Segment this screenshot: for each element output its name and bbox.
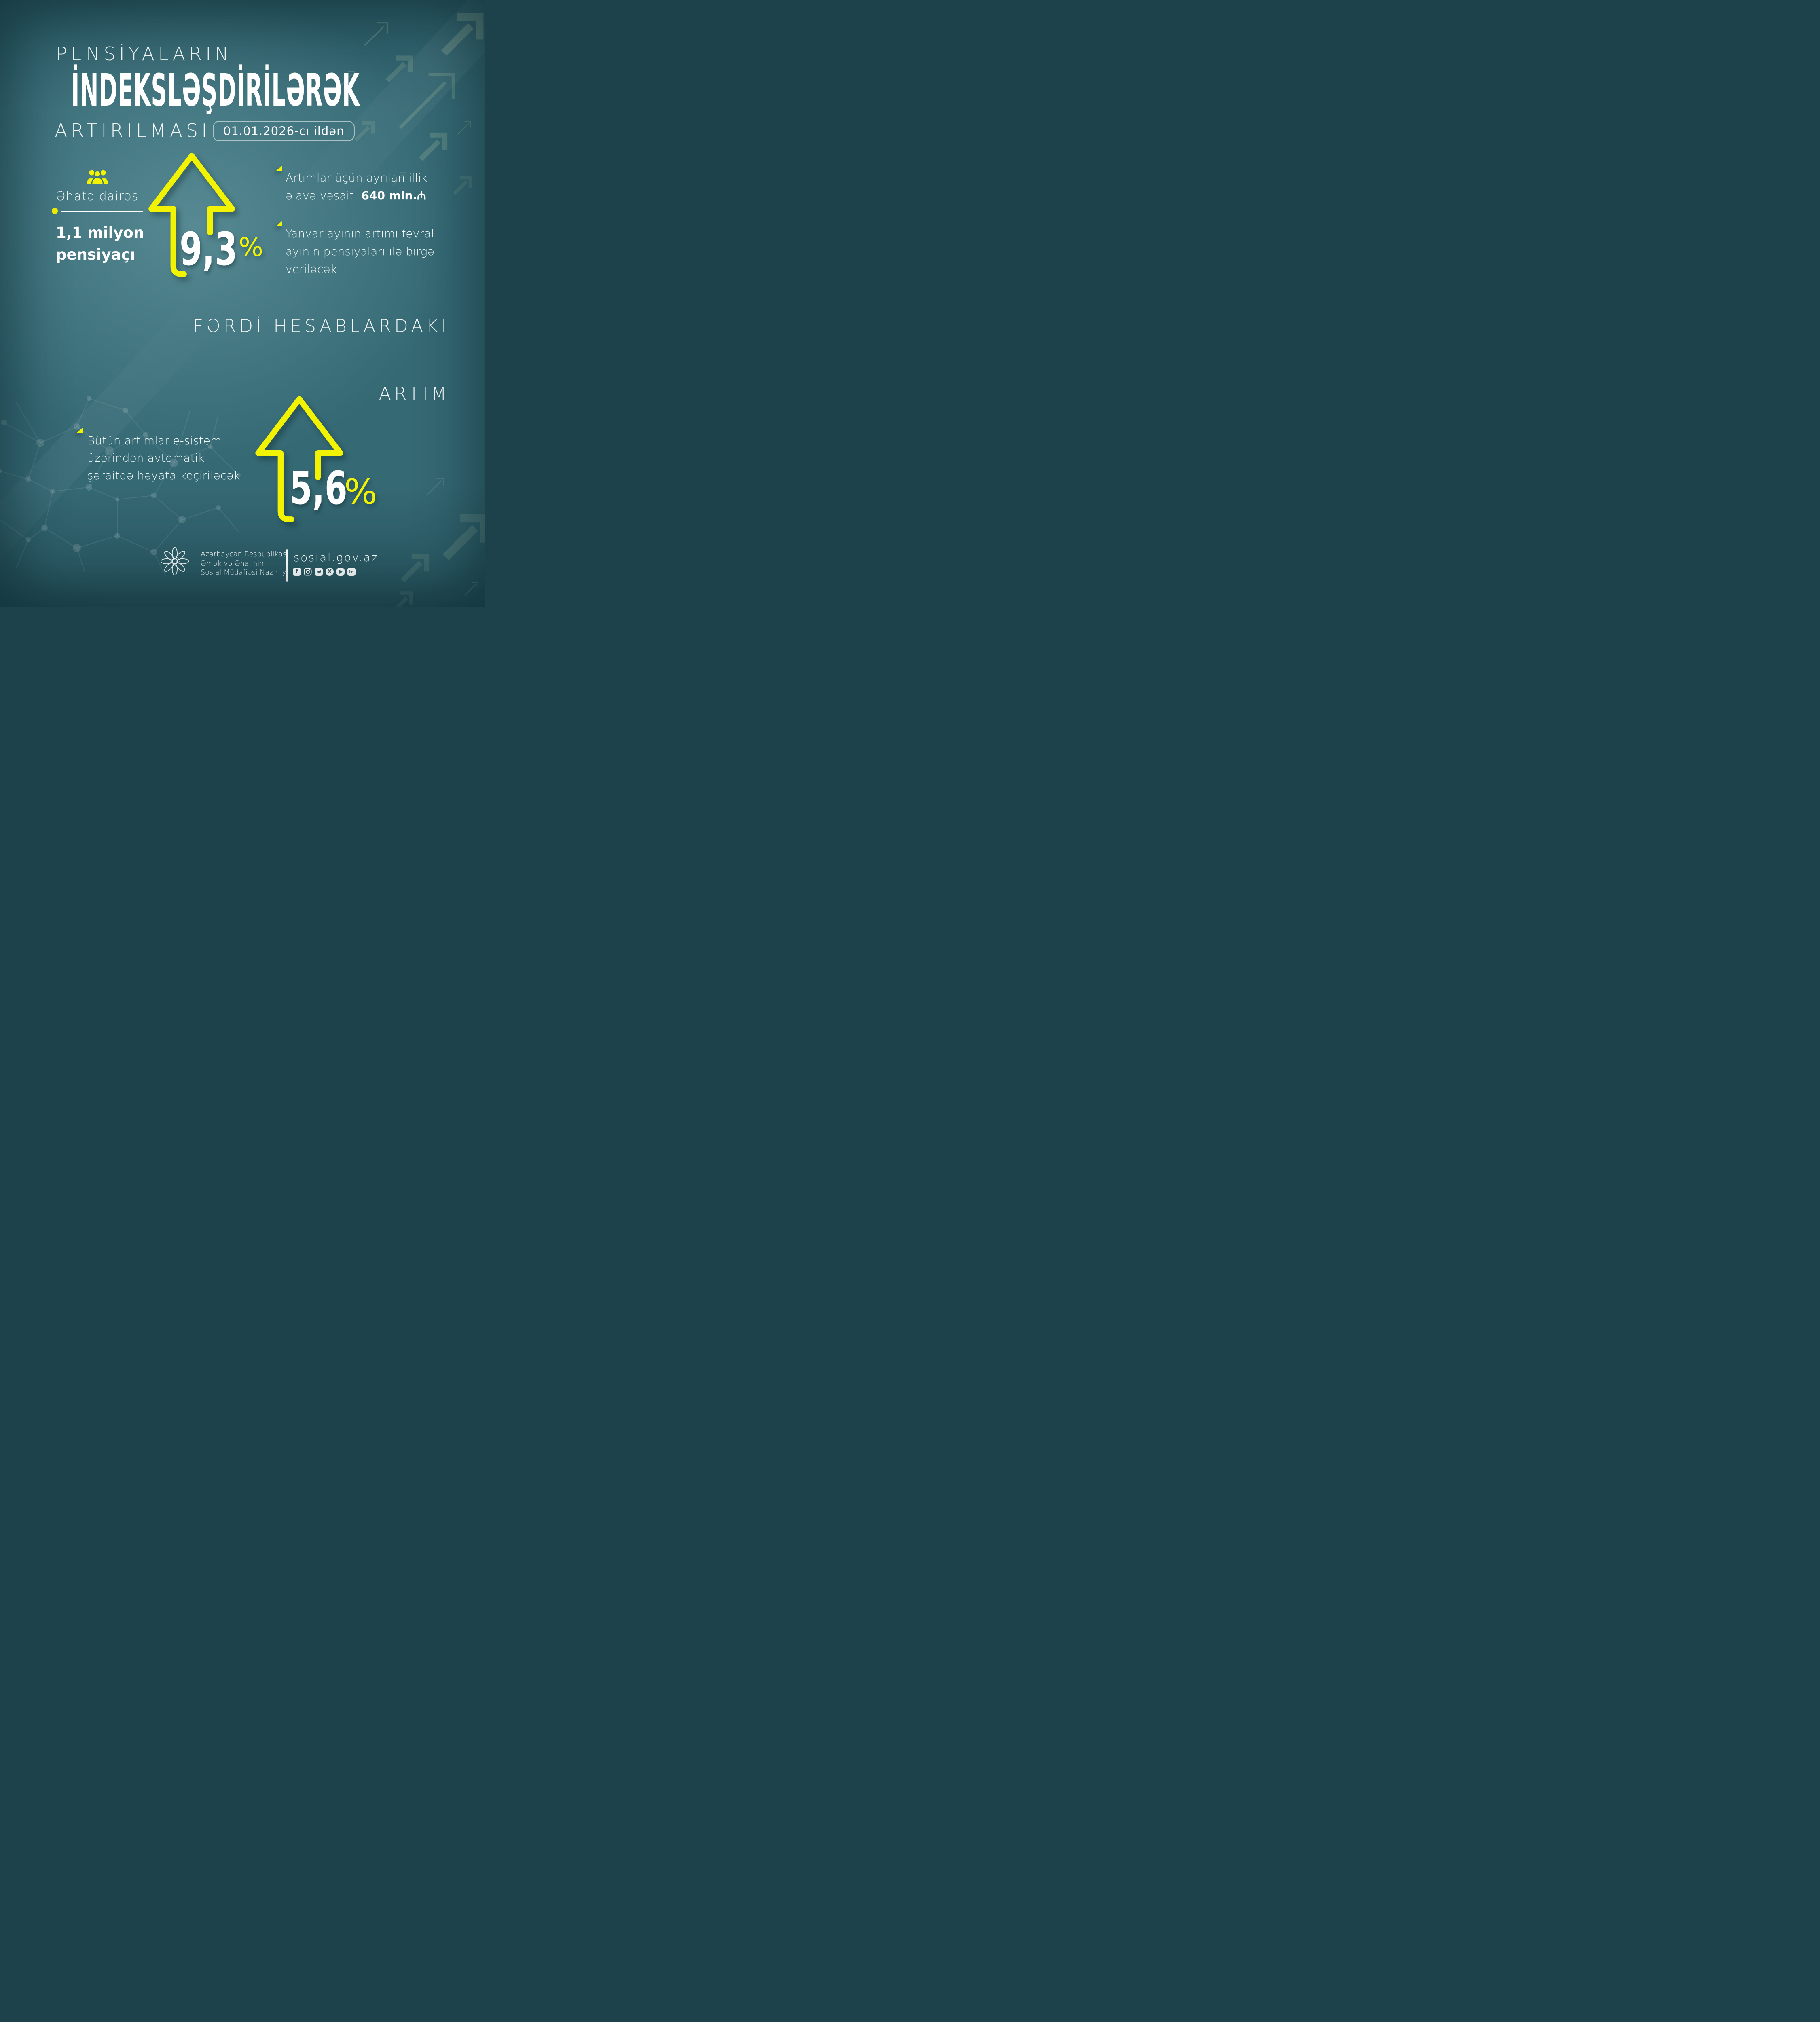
section2-title-line1: FƏRDİ HESABLARDAKI: [193, 316, 450, 336]
decor-arrow-up-right-icon: [463, 579, 481, 597]
funds-amount: 640 mln.₼: [361, 189, 426, 202]
divider-line: [61, 211, 143, 212]
ministry-name-line: Əmək və Əhalinin: [201, 559, 264, 568]
ministry-emblem-icon: [160, 547, 189, 576]
decor-arrow-up-right-icon: [362, 17, 393, 48]
increase2-unit: %: [344, 472, 377, 512]
ministry-name: Azərbaycan Respublikası Əmək və Əhalinin…: [201, 550, 288, 577]
increase1-unit: %: [239, 233, 263, 262]
main-title-line1: PENSİYALARIN: [56, 43, 233, 65]
bullet-dot: [52, 208, 58, 214]
instagram-icon[interactable]: [304, 568, 312, 576]
triangle-marker-icon: [276, 166, 282, 171]
bullet-line: Bütün artımlar e-sistem: [87, 434, 222, 447]
bullet-line: veriləcək: [286, 262, 337, 276]
website-link[interactable]: sosial.gov.az: [294, 551, 379, 564]
increase2-value: 5,6: [290, 462, 347, 515]
bullet-esystem: Bütün artımlar e-sistem üzərindən avtoma…: [87, 432, 240, 484]
increase1-value: 9,3: [180, 223, 237, 276]
decor-arrow-up-right-icon: [438, 7, 485, 59]
decor-arrow-up-right-icon: [456, 118, 474, 136]
coverage-value-line1: 1,1 milyon: [56, 224, 144, 241]
bullet-january-increase: Yanvar ayının artımı fevral ayının pensi…: [286, 225, 434, 278]
bullet-line: Artımlar üçün ayrılan illik: [286, 171, 428, 184]
main-title-line2: İNDEKSLƏŞDİRİLƏRƏK: [71, 64, 360, 116]
bullet-line: üzərindən avtomatik: [87, 451, 205, 465]
ministry-name-line: Sosial Müdafiəsi Nazirliyi: [201, 569, 288, 577]
coverage-value-line2: pensiyaçı: [56, 246, 135, 264]
coverage-label: Əhatə dairəsi: [56, 189, 142, 203]
decor-arrow-up-right-icon: [390, 588, 416, 607]
social-icons-row: f X in: [293, 568, 356, 576]
bullet-line: şəraitdə həyata keçiriləcək: [87, 469, 240, 482]
bullet-annual-funds: Artımlar üçün ayrılan illik əlavə vəsait…: [286, 169, 428, 205]
ministry-name-line: Azərbaycan Respublikası: [201, 550, 289, 558]
linkedin-label: in: [349, 569, 354, 575]
growth-arrow-icon: [148, 153, 235, 277]
coverage-value: 1,1 milyon pensiyaçı: [56, 222, 144, 266]
growth-arrow-icon: [255, 396, 343, 522]
bullet-line: Yanvar ayının artımı fevral: [286, 227, 434, 240]
decor-arrow-up-right-icon: [417, 129, 451, 163]
decor-arrow-up-right-icon: [439, 508, 485, 564]
date-badge: 01.01.2026-cı ildən: [213, 121, 355, 141]
x-icon[interactable]: X: [326, 568, 334, 576]
bullet-line: əlavə vəsait: 640 mln.₼: [286, 189, 426, 202]
people-icon: [87, 170, 108, 184]
telegram-icon[interactable]: [315, 568, 323, 576]
decor-arrow-up-right-icon: [425, 474, 448, 497]
decor-arrow-up-right-icon: [451, 173, 475, 197]
facebook-icon[interactable]: f: [293, 568, 301, 576]
bullet-line: ayının pensiyaları ilə birgə: [286, 245, 434, 258]
decor-arrow-up-right-icon: [398, 550, 433, 585]
linkedin-icon[interactable]: in: [347, 568, 356, 576]
main-title-line3: ARTIRILMASI: [55, 120, 211, 142]
footer-divider: [286, 549, 288, 582]
decor-arrow-up-right-icon: [353, 118, 378, 143]
section2-title-line3: ARTIM: [379, 383, 450, 404]
triangle-marker-icon: [77, 428, 83, 433]
infographic-poster: PENSİYALARIN İNDEKSLƏŞDİRİLƏRƏK ARTIRILM…: [0, 0, 485, 607]
youtube-icon[interactable]: [336, 568, 345, 576]
triangle-marker-icon: [276, 221, 282, 226]
play-icon: [339, 570, 343, 574]
